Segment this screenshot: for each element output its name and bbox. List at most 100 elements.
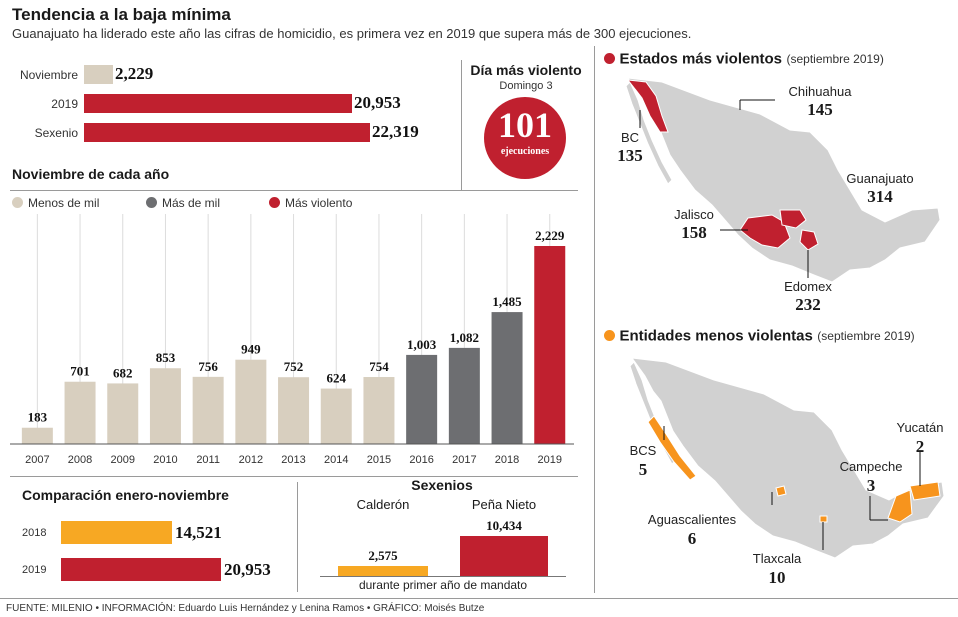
map-label-yucatan: Yucatán: [896, 420, 944, 435]
bar-2016: [406, 354, 438, 444]
summary-bar-noviembre: [84, 65, 113, 84]
summary-bar-2019: [84, 94, 352, 113]
map-violent: [625, 77, 941, 283]
comparison-bar-2018: [61, 521, 172, 544]
bar-value-label-2009: 682: [113, 365, 133, 380]
bar-value-label-2010: 853: [156, 350, 176, 365]
x-tick-label-2007: 2007: [25, 454, 49, 466]
violent-day-title: Día más violento: [470, 62, 582, 78]
bar-2008: [64, 381, 96, 444]
bar-value-label-2007: 183: [28, 410, 48, 425]
sexenios-label-calderon: Calderón: [356, 497, 410, 512]
november-bar-chart: 183 2007 701 2008 682 2009 853 2010 756 2011 949 20…: [10, 214, 574, 466]
x-tick-label-2019: 2019: [538, 454, 562, 466]
comparison-value-2019: 20,953: [224, 560, 271, 579]
summary-bar-sexenio: [84, 123, 370, 142]
map-label-edomex: Edomex: [784, 279, 832, 294]
bar-value-label-2019: 2,229: [535, 228, 565, 243]
bar-value-label-2015: 754: [369, 359, 389, 374]
legend-label-menos-de-mil: Menos de mil: [28, 196, 100, 210]
violent-day-date: Domingo 3: [499, 80, 553, 92]
bar-2013: [278, 377, 310, 444]
x-tick-label-2008: 2008: [68, 454, 92, 466]
footer-credits: FUENTE: MILENIO • INFORMACIÓN: Eduardo L…: [6, 603, 485, 614]
bar-value-label-2014: 624: [327, 371, 347, 386]
summary-value-2019: 20,953: [354, 93, 401, 112]
bar-value-label-2008: 701: [70, 364, 90, 379]
summary-label-sexenio: Sexenio: [34, 126, 78, 140]
map-value-campeche: 3: [866, 476, 876, 495]
bar-value-label-2011: 756: [198, 359, 218, 374]
aguascalientes-state-shape: [775, 485, 787, 497]
edomex-state-shape: [799, 229, 819, 251]
bar-value-label-2013: 752: [284, 359, 304, 374]
page-subtitle: Guanajuato ha liderado este año las cifr…: [12, 26, 692, 41]
legend-dot-mas-violento: [269, 197, 280, 208]
divider: [10, 190, 578, 191]
bar-2009: [107, 383, 139, 444]
sexenios-title: Sexenios: [411, 477, 473, 493]
mexico-map-shape: [627, 77, 941, 283]
x-tick-label-2014: 2014: [324, 454, 348, 466]
map-label-aguascalientes: Aguascalientes: [647, 512, 737, 527]
map-label-tlaxcala: Tlaxcala: [752, 551, 802, 566]
bar-2010: [149, 368, 181, 444]
sexenios-value-calderon: 2,575: [368, 548, 398, 563]
jalisco-state-shape: [739, 214, 791, 249]
bar-2017: [448, 347, 480, 444]
summary-label-2019: 2019: [51, 97, 78, 111]
legend-label-mas-de-mil: Más de mil: [162, 196, 221, 210]
sexenios-bar-pena-nieto: [460, 536, 548, 576]
map-violent-title: Estados más violentos: [619, 50, 783, 68]
map-value-tlaxcala: 10: [768, 568, 786, 587]
map-value-yucatan: 2: [915, 437, 925, 456]
map-violent-qualifier: (septiembre 2019): [786, 51, 884, 66]
x-tick-label-2011: 2011: [196, 454, 220, 466]
summary-value-noviembre: 2,229: [115, 64, 154, 83]
map-least-qualifier: (septiembre 2019): [817, 328, 915, 343]
mexico-map-shape: [630, 357, 945, 559]
page-title: Tendencia a la baja mínima: [12, 5, 231, 24]
violent-day-number: 101: [498, 105, 552, 145]
map-least: [629, 357, 945, 559]
comparison-bar-2019: [61, 558, 221, 581]
bar-value-label-2018: 1,485: [492, 294, 522, 309]
x-tick-label-2012: 2012: [239, 454, 263, 466]
map-value-chihuahua: 145: [807, 100, 833, 119]
x-tick-label-2015: 2015: [367, 454, 391, 466]
map-value-edomex: 232: [795, 295, 821, 314]
x-tick-label-2017: 2017: [452, 454, 476, 466]
violent-day-unit: ejecuciones: [500, 146, 550, 157]
legend-dot-menos-de-mil: [12, 197, 23, 208]
divider: [594, 46, 595, 593]
bar-2012: [235, 359, 267, 444]
bar-value-label-2017: 1,082: [450, 330, 479, 345]
map-least-header: Entidades menos violentas (septiembre 20…: [604, 327, 915, 345]
legend-dot-mas-de-mil: [146, 197, 157, 208]
map-label-jalisco: Jalisco: [674, 207, 714, 222]
map-value-aguascalientes: 6: [687, 529, 697, 548]
x-tick-label-2010: 2010: [153, 454, 177, 466]
bar-value-label-2012: 949: [241, 342, 261, 357]
violent-day-circle: 101 ejecuciones: [484, 97, 566, 179]
x-tick-label-2013: 2013: [281, 454, 305, 466]
guanajuato-state-shape: [779, 209, 807, 229]
november-chart-title: Noviembre de cada año: [12, 166, 170, 182]
tlaxcala-state-shape: [819, 515, 828, 523]
map-value-bcs: 5: [638, 460, 648, 479]
map-label-bcs: BCS: [629, 443, 657, 458]
comparison-label-2019: 2019: [22, 564, 47, 576]
summary-chart: Noviembre 2019 Sexenio 2,229 20,953 22,3…: [0, 60, 460, 150]
comparison-title: Comparación enero-noviembre: [22, 487, 229, 503]
comparison-label-2018: 2018: [22, 527, 47, 539]
yucatan-state-shape: [909, 481, 941, 501]
legend-label-mas-violento: Más violento: [285, 196, 353, 210]
baja-california-shape: [625, 81, 673, 185]
bar-2015: [363, 377, 395, 444]
map-value-jalisco: 158: [681, 223, 707, 242]
map-label-bc: BC: [620, 130, 640, 145]
map-violent-header: Estados más violentos (septiembre 2019): [604, 50, 884, 68]
map-label-campeche: Campeche: [839, 459, 903, 474]
sexenios-label-pena-nieto: Peña Nieto: [471, 497, 537, 512]
sexenios-note: durante primer año de mandato: [358, 578, 528, 592]
